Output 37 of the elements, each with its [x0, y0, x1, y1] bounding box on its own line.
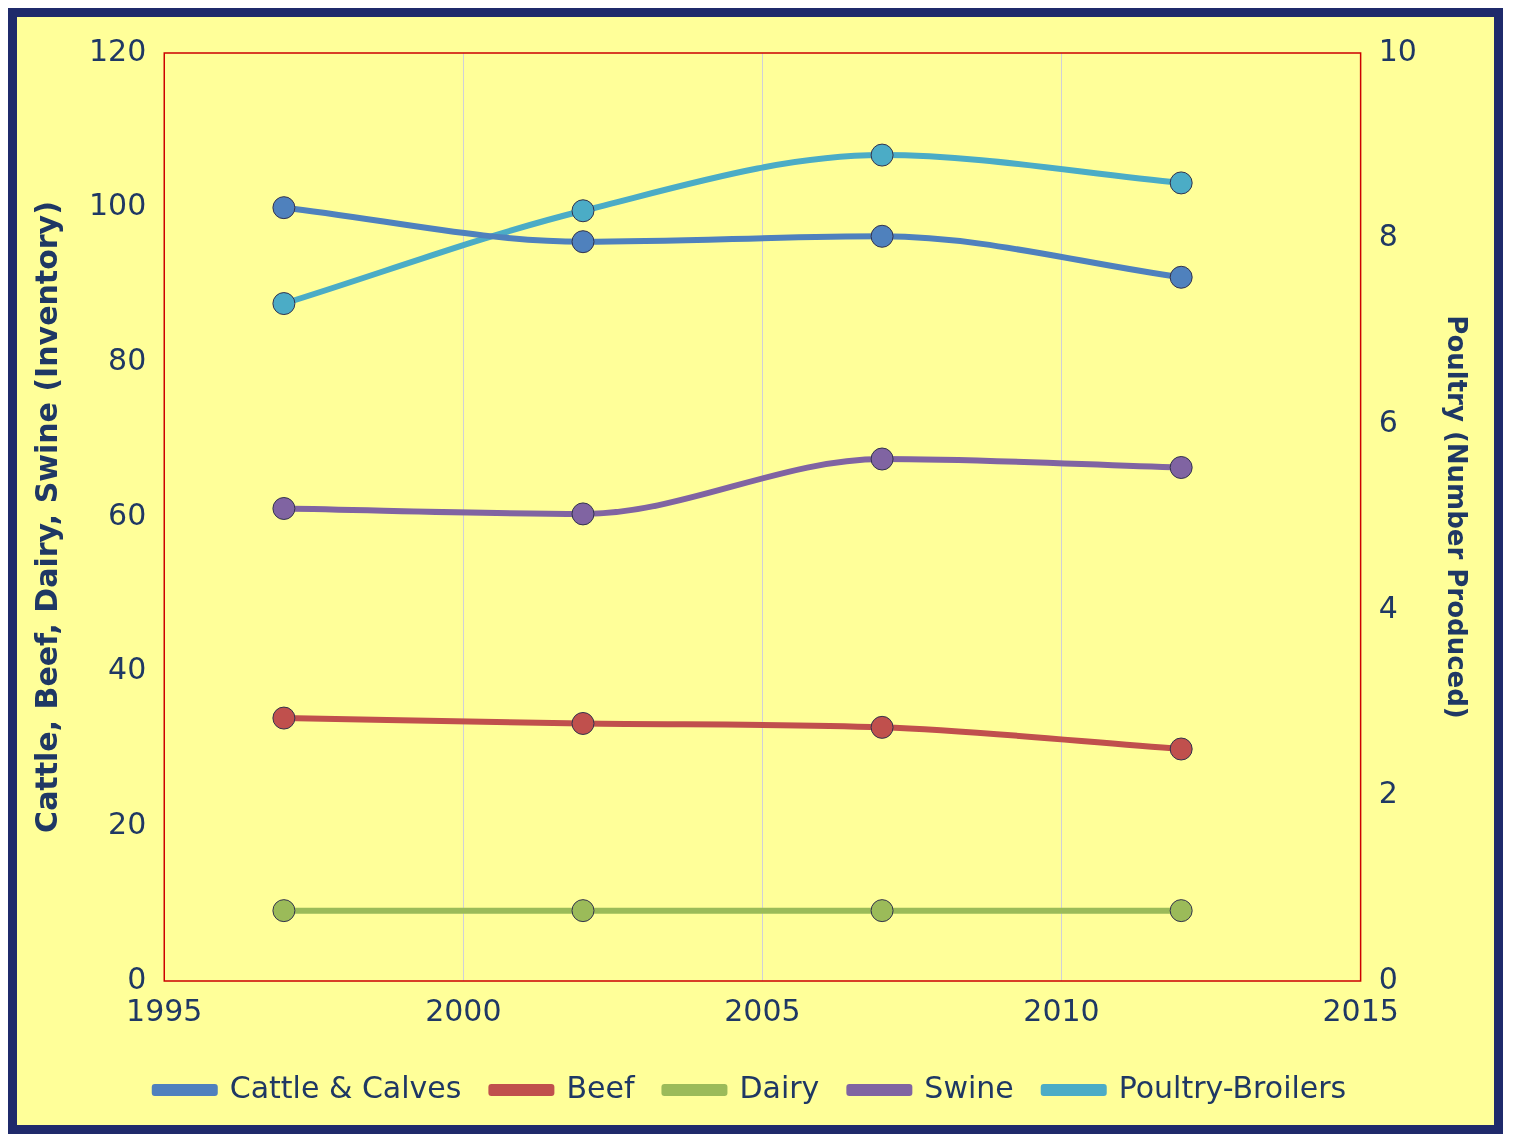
point [571, 899, 595, 923]
y-tick-label: 100 [89, 187, 147, 223]
point [870, 224, 894, 248]
legend-label: Poultry-Broilers [1118, 1069, 1347, 1105]
point [272, 706, 296, 730]
point [1169, 737, 1193, 761]
y2-axis-title: Poultry (Number Produced) [1441, 315, 1472, 719]
point [1169, 456, 1193, 480]
point [571, 502, 595, 526]
point [1169, 265, 1193, 289]
legend-label: Cattle & Calves [229, 1069, 462, 1105]
y-tick-label: 120 [89, 32, 147, 68]
x-tick-label: 2005 [724, 992, 801, 1028]
y2-tick-label: 8 [1378, 218, 1398, 254]
y2-tick-label: 2 [1378, 775, 1398, 811]
point [870, 447, 894, 471]
point [272, 899, 296, 923]
y-axis-title: Cattle, Beef, Dairy, Swine (Inventory) [28, 201, 64, 833]
y-tick-label: 40 [108, 651, 147, 687]
y-tick-label: 80 [108, 342, 147, 378]
point [1169, 899, 1193, 923]
x-tick-label: 2010 [1023, 992, 1100, 1028]
x-tick-label: 2000 [425, 992, 502, 1028]
y2-tick-label: 4 [1378, 589, 1398, 625]
point [272, 496, 296, 520]
y2-tick-label: 10 [1378, 32, 1417, 68]
legend-label: Dairy [739, 1069, 820, 1105]
legend-label: Beef [566, 1069, 636, 1105]
point [272, 196, 296, 220]
point [870, 715, 894, 739]
point [571, 230, 595, 254]
legend-label: Swine [924, 1069, 1014, 1105]
y-tick-label: 60 [108, 496, 147, 532]
point [571, 711, 595, 735]
y-tick-label: 20 [108, 806, 147, 842]
y2-tick-label: 6 [1378, 404, 1398, 439]
point [870, 899, 894, 923]
